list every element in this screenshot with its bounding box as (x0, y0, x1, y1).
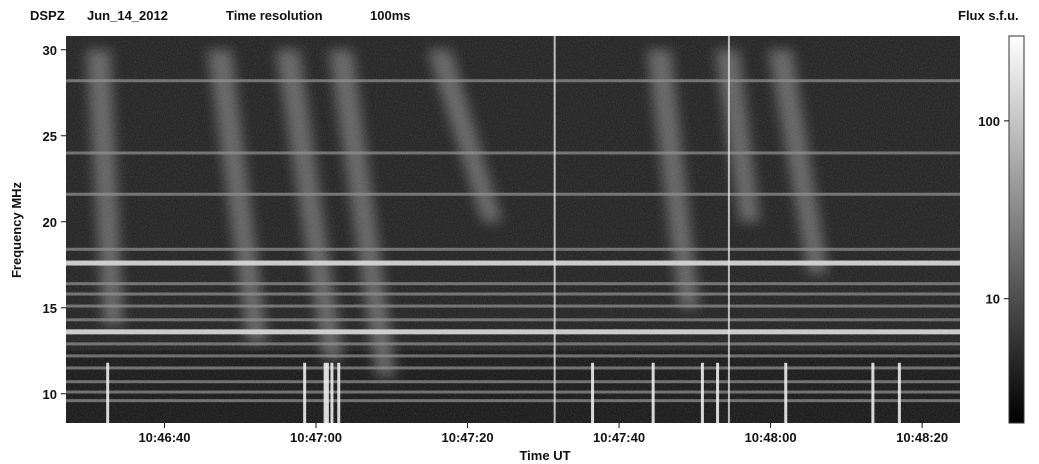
plot-noise (66, 36, 960, 423)
y-tick-label-0: 10 (43, 387, 57, 402)
colorbar-tick-label-0: 10 (986, 292, 1000, 307)
y-tick-label-4: 30 (43, 43, 57, 58)
colorbar: 10 100 (978, 35, 1025, 424)
instrument-label: DSPZ (30, 8, 65, 23)
colorbar-tick-label-1: 100 (978, 114, 1000, 129)
colorbar-gradient (1008, 35, 1025, 424)
plot-area (66, 36, 960, 423)
x-tick-label-5: 10:48:20 (896, 430, 948, 445)
y-tick-label-1: 15 (43, 301, 57, 316)
x-tick-label-2: 10:47:20 (442, 430, 494, 445)
resolution-label: Time resolution (226, 8, 323, 23)
date-label: Jun_14_2012 (87, 8, 168, 23)
x-tick-label-0: 10:46:40 (138, 430, 190, 445)
flux-label: Flux s.f.u. (958, 8, 1019, 23)
x-axis: 10:46:40 10:47:00 10:47:20 10:47:40 10:48:00… (138, 423, 948, 445)
x-tick-label-3: 10:47:40 (593, 430, 645, 445)
y-tick-label-3: 25 (43, 129, 57, 144)
resolution-value: 100ms (370, 8, 411, 23)
x-tick-label-4: 10:48:00 (745, 430, 797, 445)
x-axis-title: Time UT (519, 448, 570, 463)
x-tick-label-1: 10:47:00 (290, 430, 342, 445)
y-axis: 10 15 20 25 30 (43, 43, 66, 402)
y-tick-label-2: 20 (43, 215, 57, 230)
y-axis-title: Frequency MHz (9, 181, 24, 278)
